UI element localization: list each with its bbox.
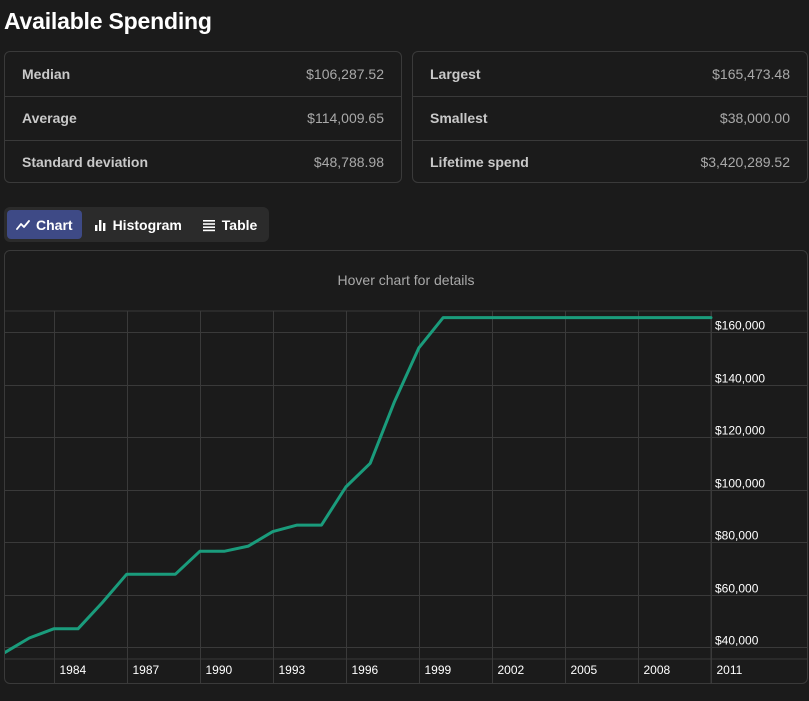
x-tick-label: 1984 xyxy=(60,663,87,677)
stat-label: Lifetime spend xyxy=(430,154,529,170)
stat-row-lifetime-spend: Lifetime spend $3,420,289.52 xyxy=(413,140,807,183)
y-tick-label: $40,000 xyxy=(715,634,759,648)
x-tick-label: 2002 xyxy=(498,663,525,677)
page-title: Available Spending xyxy=(4,8,212,34)
stat-label: Standard deviation xyxy=(22,154,149,170)
x-tick-label: 2011 xyxy=(717,663,743,677)
y-tick-label: $100,000 xyxy=(715,477,765,491)
list-icon xyxy=(202,219,215,231)
stat-label: Smallest xyxy=(430,110,488,126)
stat-row-average: Average $114,009.65 xyxy=(5,96,401,139)
y-tick-label: $60,000 xyxy=(715,582,759,596)
stat-row-median: Median $106,287.52 xyxy=(5,52,401,95)
x-tick-label: 1999 xyxy=(425,663,452,677)
y-tick-label: $140,000 xyxy=(715,372,765,386)
tab-table[interactable]: Table xyxy=(193,210,267,239)
tab-label: Histogram xyxy=(112,216,182,233)
stat-value: $48,788.98 xyxy=(313,154,384,170)
tab-label: Chart xyxy=(36,216,73,233)
y-tick-label: $80,000 xyxy=(715,529,759,543)
stat-label: Median xyxy=(22,65,71,82)
stat-label: Average xyxy=(22,110,77,126)
view-tabs: Chart Histogram Table xyxy=(4,207,269,242)
stat-row-smallest: Smallest $38,000.00 xyxy=(413,96,807,139)
x-tick-label: 2008 xyxy=(644,663,671,677)
stat-label: Largest xyxy=(430,65,481,82)
stat-value: $165,473.48 xyxy=(712,65,790,82)
x-tick-label: 1990 xyxy=(206,663,233,677)
stat-value: $114,009.65 xyxy=(307,110,384,126)
stats-card-left: Median $106,287.52 Average $114,009.65 S… xyxy=(4,51,402,183)
chart-panel[interactable]: Hover chart for details $40,000 $60,000 $8… xyxy=(4,250,808,684)
x-tick-label: 1987 xyxy=(133,663,160,677)
tab-histogram[interactable]: Histogram xyxy=(84,210,191,239)
stat-value: $3,420,289.52 xyxy=(700,154,790,170)
y-tick-label: $120,000 xyxy=(715,424,765,438)
x-tick-label: 1993 xyxy=(279,663,306,677)
series-line-available-spending xyxy=(5,316,713,654)
chart-hint: Hover chart for details xyxy=(337,272,475,288)
stat-value: $106,287.52 xyxy=(306,65,384,82)
bar-chart-icon xyxy=(94,219,105,231)
tab-label: Table xyxy=(221,216,258,233)
stats-card-right: Largest $165,473.48 Smallest $38,000.00 … xyxy=(412,51,808,183)
tab-chart[interactable]: Chart xyxy=(7,210,82,239)
stat-value: $38,000.00 xyxy=(719,110,790,126)
stat-row-standard-deviation: Standard deviation $48,788.98 xyxy=(5,140,401,183)
spending-line-chart[interactable]: $40,000 $60,000 $80,000 $100,000 $120,000 $14… xyxy=(5,251,808,684)
line-chart-icon xyxy=(16,219,30,230)
x-tick-label: 2005 xyxy=(571,663,598,677)
stat-row-largest: Largest $165,473.48 xyxy=(413,52,807,95)
y-tick-label: $160,000 xyxy=(715,319,765,333)
x-tick-label: 1996 xyxy=(352,663,379,677)
